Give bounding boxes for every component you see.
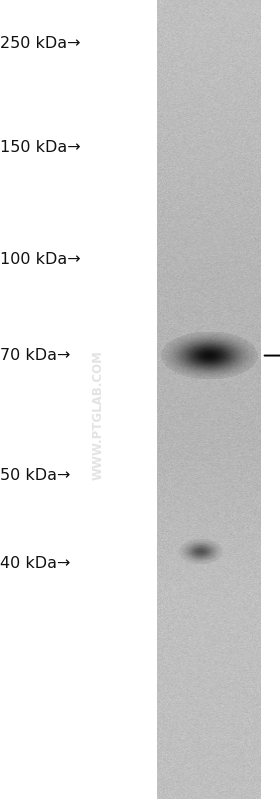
Text: WWW.PTGLAB.COM: WWW.PTGLAB.COM [92,351,104,480]
Text: 50 kDa→: 50 kDa→ [0,468,70,483]
Text: 40 kDa→: 40 kDa→ [0,556,70,570]
Text: 250 kDa→: 250 kDa→ [0,37,81,51]
Text: 100 kDa→: 100 kDa→ [0,252,81,267]
Text: 150 kDa→: 150 kDa→ [0,141,81,155]
Text: 70 kDa→: 70 kDa→ [0,348,70,363]
